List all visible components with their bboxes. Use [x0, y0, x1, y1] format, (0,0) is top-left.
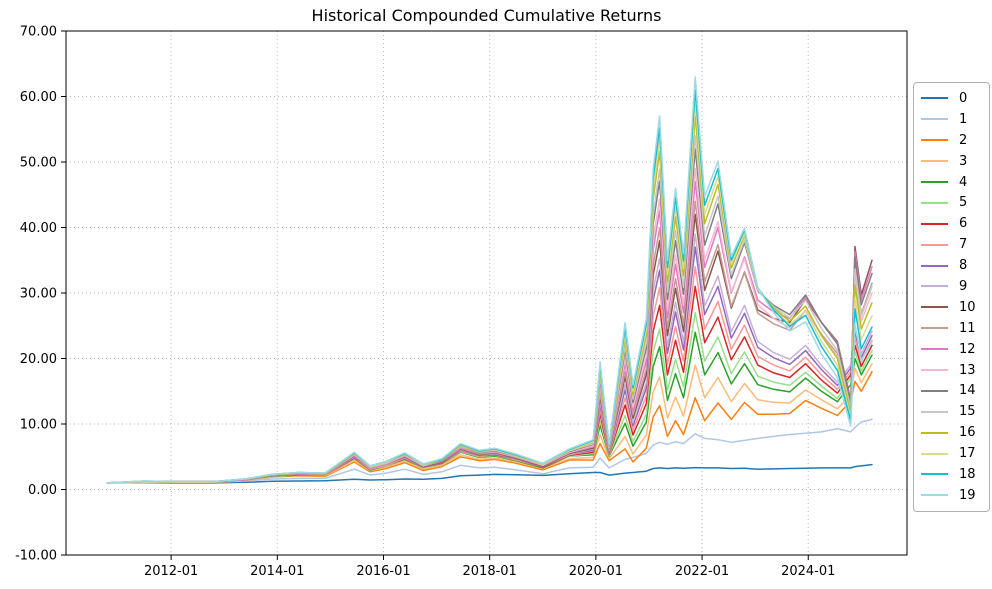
- legend-label-6: 6: [959, 216, 968, 232]
- legend-item-0: 0: [921, 88, 982, 109]
- legend-swatch-10: [921, 306, 948, 309]
- series-line-2: [106, 370, 873, 484]
- legend-label-3: 3: [959, 153, 968, 169]
- legend-swatch-16: [921, 431, 948, 434]
- legend-item-8: 8: [921, 255, 982, 276]
- legend-label-17: 17: [959, 446, 976, 462]
- legend-label-9: 9: [959, 278, 968, 294]
- legend-item-19: 19: [921, 485, 982, 506]
- legend-item-9: 9: [921, 276, 982, 297]
- legend-item-10: 10: [921, 297, 982, 318]
- legend-swatch-1: [921, 118, 948, 121]
- x-tick-label: 2018-01: [463, 564, 517, 579]
- legend-swatch-14: [921, 389, 948, 392]
- series-line-19: [106, 76, 873, 484]
- legend-item-11: 11: [921, 318, 982, 339]
- legend-swatch-3: [921, 160, 948, 163]
- legend-label-1: 1: [959, 111, 968, 127]
- legend-label-10: 10: [959, 299, 976, 315]
- x-tick-label: 2022-01: [675, 564, 729, 579]
- legend-swatch-8: [921, 264, 948, 267]
- legend-label-8: 8: [959, 258, 968, 274]
- series-line-0: [106, 463, 873, 484]
- y-tick-label: 70.00: [20, 25, 57, 40]
- legend-label-12: 12: [959, 341, 976, 357]
- legend-item-3: 3: [921, 151, 982, 172]
- y-tick-label: 60.00: [20, 90, 57, 105]
- x-tick-label: 2016-01: [356, 564, 410, 579]
- legend-item-2: 2: [921, 130, 982, 151]
- legend-label-19: 19: [959, 487, 976, 503]
- legend-swatch-15: [921, 410, 948, 413]
- legend-swatch-13: [921, 369, 948, 372]
- legend-item-12: 12: [921, 339, 982, 360]
- legend-label-7: 7: [959, 237, 968, 253]
- x-tick-label: 2024-01: [781, 564, 835, 579]
- legend-label-4: 4: [959, 174, 968, 190]
- legend-label-5: 5: [959, 195, 968, 211]
- legend-item-18: 18: [921, 464, 982, 485]
- legend-item-7: 7: [921, 234, 982, 255]
- legend-swatch-2: [921, 139, 948, 142]
- x-tick-label: 2020-01: [569, 564, 623, 579]
- legend-label-11: 11: [959, 320, 976, 336]
- y-tick-label: 0.00: [28, 483, 57, 498]
- series-line-1: [106, 418, 873, 484]
- legend: 0 1 2 3 4 5 6 7 8 9 10 11 12 13 14 15 16 17 18 19: [913, 82, 990, 512]
- y-tick-label: 10.00: [20, 418, 57, 433]
- legend-item-17: 17: [921, 443, 982, 464]
- legend-item-14: 14: [921, 380, 982, 401]
- legend-item-6: 6: [921, 213, 982, 234]
- legend-item-15: 15: [921, 401, 982, 422]
- legend-swatch-0: [921, 97, 948, 100]
- legend-label-0: 0: [959, 90, 968, 106]
- legend-swatch-5: [921, 201, 948, 204]
- x-tick-label: 2014-01: [250, 564, 304, 579]
- x-tick-label: 2012-01: [144, 564, 198, 579]
- y-tick-label: 20.00: [20, 352, 57, 367]
- legend-label-2: 2: [959, 132, 968, 148]
- legend-swatch-12: [921, 348, 948, 351]
- legend-label-14: 14: [959, 383, 976, 399]
- legend-swatch-7: [921, 243, 948, 246]
- chart-title: Historical Compounded Cumulative Returns: [311, 6, 662, 25]
- legend-label-18: 18: [959, 466, 976, 482]
- legend-item-1: 1: [921, 109, 982, 130]
- legend-item-16: 16: [921, 422, 982, 443]
- y-tick-label: 30.00: [20, 287, 57, 302]
- legend-swatch-4: [921, 181, 948, 183]
- legend-swatch-11: [921, 327, 948, 330]
- y-tick-label: 50.00: [20, 156, 57, 171]
- y-tick-label: 40.00: [20, 221, 57, 236]
- series-line-10: [106, 213, 873, 484]
- series-line-3: [106, 362, 873, 484]
- legend-swatch-17: [921, 452, 948, 455]
- legend-swatch-19: [921, 494, 948, 497]
- legend-item-4: 4: [921, 172, 982, 193]
- legend-item-5: 5: [921, 192, 982, 213]
- legend-item-13: 13: [921, 360, 982, 381]
- series-line-12: [106, 180, 873, 484]
- legend-swatch-18: [921, 473, 948, 476]
- legend-swatch-9: [921, 285, 948, 288]
- legend-label-16: 16: [959, 425, 976, 441]
- legend-label-13: 13: [959, 362, 976, 378]
- legend-swatch-6: [921, 222, 948, 225]
- y-tick-label: -10.00: [15, 549, 57, 564]
- legend-label-15: 15: [959, 404, 976, 420]
